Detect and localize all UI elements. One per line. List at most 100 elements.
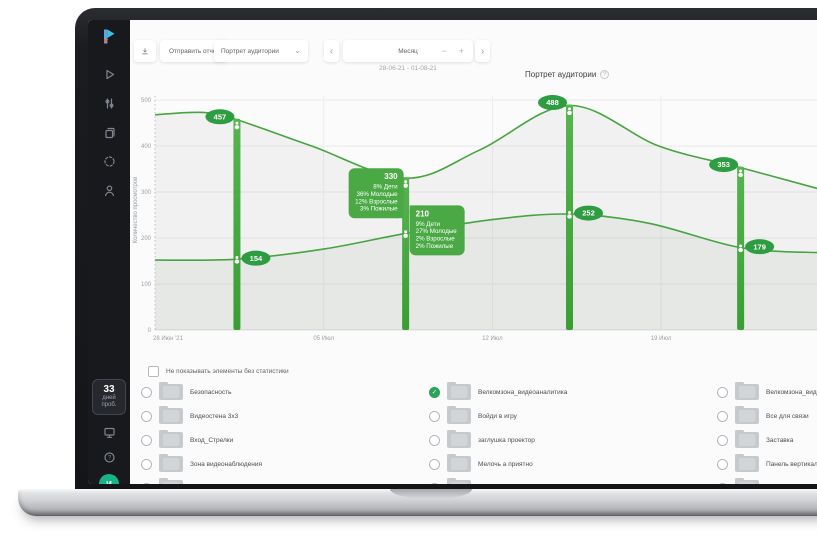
list-item[interactable]: ✓ Велкомзона_видеоаналитика bbox=[429, 380, 709, 404]
zoom-in-button[interactable]: + bbox=[458, 46, 464, 56]
item-checkbox[interactable] bbox=[429, 434, 440, 446]
item-checkbox[interactable] bbox=[717, 482, 728, 484]
item-checkbox[interactable] bbox=[141, 482, 152, 484]
list-item-label: Мелочь а приятно bbox=[478, 460, 533, 468]
item-checkbox[interactable] bbox=[141, 410, 152, 422]
user-avatar[interactable]: И bbox=[99, 474, 119, 484]
day-marker[interactable]: 488 252 bbox=[538, 95, 604, 330]
audience-chart[interactable]: 0 100 200 300 400 500 28 Июн '21 05 Июл 12 Июл 19… bbox=[137, 88, 817, 350]
list-item-label: Войди в игру bbox=[478, 412, 517, 420]
chart-bar[interactable] bbox=[233, 118, 241, 330]
list-item[interactable]: Велкомзона_видеоаналитика bbox=[717, 380, 817, 404]
list-item-label: заглушка проектор bbox=[478, 436, 535, 444]
value-badge: 154 bbox=[241, 250, 271, 266]
send-report-button[interactable]: Отправить отчёт bbox=[160, 40, 229, 62]
hide-empty-checkbox[interactable] bbox=[148, 366, 159, 377]
item-checkbox[interactable] bbox=[717, 458, 728, 470]
item-checkbox[interactable] bbox=[429, 482, 440, 484]
next-period-button[interactable]: › bbox=[475, 40, 490, 62]
download-icon bbox=[142, 47, 148, 54]
displays-button[interactable] bbox=[101, 424, 117, 440]
svg-text:200: 200 bbox=[141, 236, 152, 242]
svg-text:8% Дети: 8% Дети bbox=[373, 184, 398, 191]
list-item-label: Вход_Стрелки bbox=[190, 436, 234, 444]
folder-icon bbox=[159, 477, 183, 484]
download-report-button[interactable] bbox=[134, 40, 156, 62]
list-item[interactable]: Безопасность bbox=[141, 380, 421, 404]
period-value: Месяц bbox=[398, 47, 418, 55]
sidebar-item-profile[interactable] bbox=[101, 182, 117, 198]
help-button[interactable]: ? bbox=[101, 449, 117, 465]
sidebar-item-broadcasts[interactable] bbox=[101, 66, 117, 82]
avatar-initials: И bbox=[106, 479, 112, 485]
day-marker[interactable]: 457 154 bbox=[205, 109, 271, 330]
list-item[interactable]: Зона видеонаблюдения bbox=[141, 452, 421, 476]
list-item[interactable]: заглушка проектор bbox=[429, 428, 709, 452]
list-item-label: Видеостена 3х3 bbox=[190, 412, 239, 420]
svg-text:179: 179 bbox=[753, 242, 766, 251]
sidebar-item-progress[interactable] bbox=[101, 153, 117, 169]
list-item[interactable]: Видеостена 3х3 bbox=[141, 404, 421, 428]
main-content: Отправить отчёт Портрет аудитории ⌄ ‹ Ме… bbox=[130, 20, 817, 484]
report-type-dropdown[interactable]: Портрет аудитории ⌄ bbox=[214, 40, 308, 62]
item-checkbox[interactable] bbox=[429, 458, 440, 470]
svg-text:353: 353 bbox=[717, 160, 730, 169]
list-item[interactable]: Все для связи bbox=[717, 404, 817, 428]
list-item[interactable]: Войди в игру bbox=[429, 404, 709, 428]
app-logo[interactable] bbox=[98, 26, 120, 48]
info-icon[interactable]: ? bbox=[600, 70, 610, 79]
folder-icon bbox=[159, 429, 183, 448]
app-window: 33 дней проб. ? bbox=[88, 20, 817, 484]
list-item[interactable]: Планшет 2 2560х1600 bbox=[429, 476, 709, 484]
list-item[interactable]: Мелочь а приятно bbox=[429, 452, 709, 476]
svg-text:488: 488 bbox=[546, 98, 559, 107]
sidebar-item-content[interactable] bbox=[101, 124, 117, 140]
svg-text:330: 330 bbox=[384, 172, 398, 181]
item-checkbox[interactable] bbox=[717, 434, 728, 446]
svg-text:457: 457 bbox=[214, 112, 227, 121]
trial-days-label2: проб. bbox=[101, 402, 117, 408]
svg-text:9% Дети: 9% Дети bbox=[416, 221, 441, 228]
svg-text:12% Взрослые: 12% Взрослые bbox=[355, 198, 398, 205]
list-item[interactable]: Планшет 3 2560х1600 bbox=[717, 476, 817, 484]
laptop-base-notch bbox=[390, 489, 472, 499]
svg-text:36% Молодые: 36% Молодые bbox=[357, 191, 399, 198]
value-badge: 457 bbox=[205, 109, 235, 125]
item-checkbox[interactable] bbox=[717, 410, 728, 422]
value-badge: 488 bbox=[538, 95, 568, 111]
screens-list: Безопасность Видеостена 3х3 Вход_Стрелки Зо… bbox=[130, 380, 817, 484]
list-item-label: Зона видеонаблюдения bbox=[190, 460, 262, 468]
report-type-value: Портрет аудитории bbox=[221, 47, 279, 55]
item-checkbox[interactable] bbox=[429, 410, 440, 422]
hide-empty-label: Не показывать элементы без статистики bbox=[166, 368, 289, 375]
zoom-out-button[interactable]: − bbox=[441, 46, 447, 56]
list-item[interactable]: Вход_Стрелки bbox=[141, 428, 421, 452]
item-checkbox[interactable] bbox=[141, 386, 152, 398]
prev-period-button[interactable]: ‹ bbox=[324, 40, 339, 62]
item-checkbox[interactable]: ✓ bbox=[429, 386, 440, 398]
list-item[interactable]: Планшет 1 2560х1600 bbox=[141, 476, 421, 484]
svg-text:12 Июл: 12 Июл bbox=[482, 336, 503, 342]
day-marker[interactable]: 353 179 bbox=[709, 157, 775, 330]
item-checkbox[interactable] bbox=[141, 434, 152, 446]
list-item-label: Все для связи bbox=[766, 412, 809, 420]
svg-text:19 Июл: 19 Июл bbox=[651, 336, 672, 342]
trial-days-label1: дней bbox=[102, 395, 116, 401]
list-item[interactable]: Заставка bbox=[717, 428, 817, 452]
logo-icon bbox=[104, 29, 115, 44]
list-item-label: Заставка bbox=[766, 436, 794, 444]
folder-icon bbox=[447, 477, 471, 484]
trial-days-badge[interactable]: 33 дней проб. bbox=[92, 379, 126, 415]
item-checkbox[interactable] bbox=[141, 458, 152, 470]
item-checkbox[interactable] bbox=[717, 386, 728, 398]
list-item[interactable]: Панель вертикальная внутр bbox=[717, 452, 817, 476]
period-selector[interactable]: Месяц − + bbox=[343, 40, 473, 62]
folder-icon bbox=[159, 453, 183, 472]
sidebar-item-statistics[interactable] bbox=[101, 95, 117, 111]
chart-bar[interactable] bbox=[402, 177, 410, 330]
svg-text:300: 300 bbox=[141, 190, 152, 196]
help-icon: ? bbox=[103, 451, 115, 463]
